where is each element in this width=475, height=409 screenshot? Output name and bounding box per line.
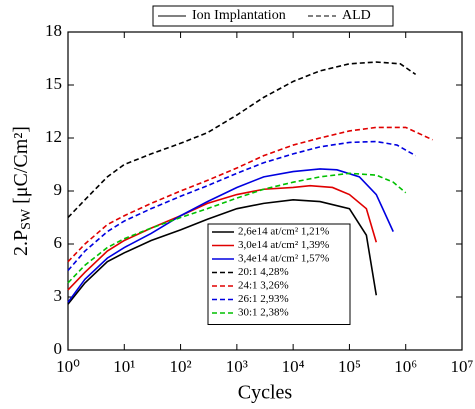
legend-label: 24:1 3,26%: [238, 280, 289, 292]
y-tick-label: 9: [54, 180, 63, 199]
legend-label: 26:1 2,93%: [238, 293, 289, 305]
style-legend-box: [152, 5, 394, 27]
legend-label: 20:1 4,28%: [238, 266, 289, 278]
series-line: [67, 172, 407, 284]
series-line: [67, 61, 417, 219]
y-axis-label: 2.PSW [μC/Cm²]: [10, 126, 35, 256]
series-line: [67, 140, 417, 272]
legend-box: [207, 223, 351, 325]
series-line: [67, 199, 378, 305]
y-label-unit: [μC/Cm²]: [10, 126, 32, 209]
y-tick-label: 3: [54, 286, 63, 305]
y-tick-label: 18: [45, 21, 62, 40]
legend-label: 3,4e14 at/cm² 1,57%: [238, 253, 329, 265]
y-tick-label: 6: [54, 233, 63, 252]
y-tick-label: 12: [45, 127, 62, 146]
x-axis-label: Cycles: [238, 382, 293, 404]
x-tick-label: 10³: [226, 357, 248, 376]
x-tick-label: 10⁵: [338, 357, 361, 376]
x-tick-label: 10⁰: [56, 357, 80, 376]
series-line: [67, 126, 433, 263]
y-label-main: 2.P: [10, 230, 32, 256]
x-tick-label: 10⁷: [451, 357, 474, 376]
style-legend-label: Ion Implantation: [192, 8, 286, 23]
legend-label: 30:1 2,38%: [238, 307, 289, 319]
style-legend-label: ALD: [342, 8, 371, 23]
legend-label: 3,0e14 at/cm² 1,39%: [238, 239, 329, 251]
series-line: [67, 184, 378, 291]
y-label-sub: SW: [19, 208, 34, 230]
x-tick-label: 10⁶: [394, 357, 417, 376]
y-tick-label: 15: [45, 74, 62, 93]
series-line: [67, 168, 394, 303]
x-tick-label: 10¹: [113, 357, 135, 376]
legend-label: 2,6e14 at/cm² 1,21%: [238, 226, 329, 238]
x-tick-label: 10²: [170, 357, 192, 376]
x-tick-label: 10⁴: [282, 357, 305, 376]
y-tick-label: 0: [54, 339, 63, 358]
